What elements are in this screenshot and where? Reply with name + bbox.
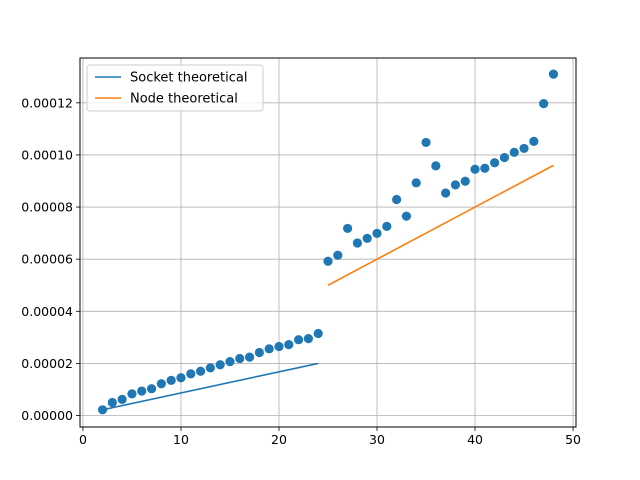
- data-point: [450, 180, 461, 190]
- data-point: [97, 405, 108, 415]
- data-point: [205, 363, 215, 373]
- data-point: [215, 360, 225, 370]
- data-point: [284, 340, 294, 350]
- data-point: [195, 366, 206, 376]
- data-point: [293, 335, 304, 345]
- legend: Socket theoretical Node theoretical: [86, 64, 264, 112]
- data-point: [244, 352, 255, 362]
- axes-frame: [79, 57, 577, 428]
- data-point: [254, 347, 264, 358]
- data-point: [166, 375, 176, 385]
- legend-label: Node theoretical: [130, 92, 238, 107]
- data-point: [382, 221, 392, 231]
- data-point: [372, 228, 382, 238]
- data-point: [401, 211, 412, 221]
- data-point: [225, 356, 235, 367]
- data-point: [107, 397, 117, 408]
- data-point: [421, 137, 431, 148]
- data-point: [146, 384, 157, 394]
- node-theoretical-line: [327, 164, 554, 286]
- data-point: [343, 223, 353, 234]
- y-tick-label: 0.00006: [21, 252, 73, 267]
- data-point: [529, 136, 539, 146]
- data-point: [362, 233, 372, 243]
- data-point: [352, 238, 363, 248]
- y-tick-label: 0.00010: [21, 147, 73, 162]
- data-point: [539, 99, 549, 109]
- data-point: [156, 379, 166, 389]
- data-point: [186, 369, 196, 379]
- data-point: [323, 256, 333, 266]
- x-tick-label: 0: [79, 432, 87, 447]
- data-point: [313, 328, 323, 339]
- data-point: [460, 176, 470, 186]
- y-tick-label: 0.00008: [21, 200, 73, 215]
- plot-area: [79, 57, 577, 428]
- data-points: [97, 69, 559, 415]
- data-point: [264, 344, 274, 354]
- y-tick-label: 0.00012: [21, 95, 73, 110]
- data-point: [470, 164, 480, 174]
- data-point: [480, 163, 490, 173]
- x-tick-label: 40: [467, 432, 483, 447]
- legend-label: Socket theoretical: [130, 71, 247, 86]
- data-point: [499, 152, 510, 163]
- data-point: [519, 143, 529, 154]
- data-point: [411, 178, 421, 188]
- data-point: [431, 161, 441, 171]
- x-tick-label: 10: [173, 432, 189, 447]
- y-tick-label: 0.00000: [21, 408, 73, 423]
- x-tick-label: 20: [271, 432, 287, 447]
- x-axis: 0 10 20 30 40 50: [79, 427, 581, 447]
- x-tick-label: 30: [369, 432, 385, 447]
- data-point: [509, 147, 519, 157]
- x-tick-label: 50: [565, 432, 581, 447]
- socket-theoretical-line: [102, 362, 319, 411]
- data-point: [490, 158, 500, 168]
- data-point: [127, 389, 137, 399]
- data-point: [117, 394, 127, 404]
- legend-box: [86, 64, 264, 112]
- data-point: [137, 386, 147, 396]
- data-point: [333, 250, 343, 260]
- data-point: [303, 334, 313, 344]
- data-point: [548, 69, 559, 79]
- data-point: [274, 341, 284, 352]
- y-tick-label: 0.00004: [21, 304, 73, 319]
- data-point: [441, 188, 451, 198]
- data-point: [235, 353, 245, 364]
- data-point: [176, 373, 186, 383]
- data-point: [392, 194, 402, 205]
- theory-lines: [102, 164, 554, 411]
- y-axis: 0.00000 0.00002 0.00004 0.00006 0.00008 0.000…: [21, 95, 80, 423]
- y-tick-label: 0.00002: [21, 356, 73, 371]
